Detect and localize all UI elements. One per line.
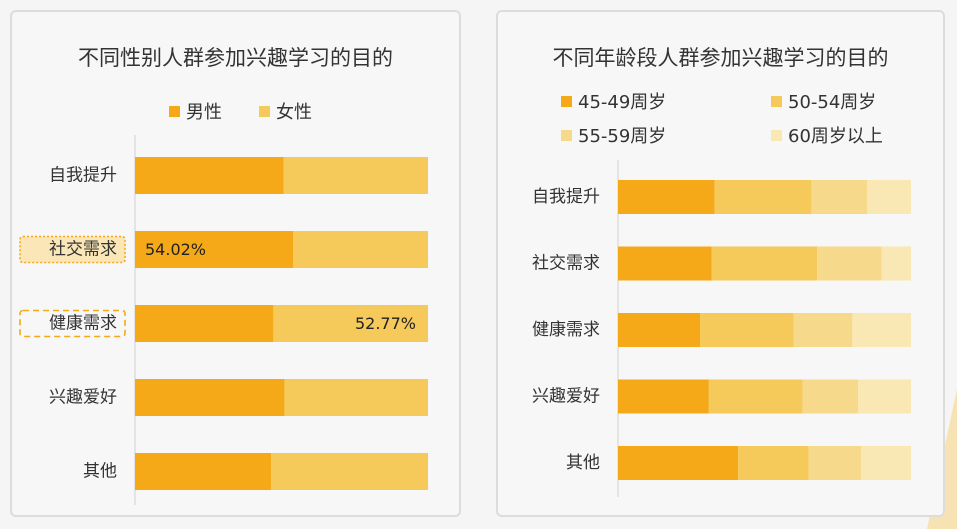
legend-item-55-59: 55-59周岁 [561,122,666,148]
bar-segment-健康需求-男性 [135,305,274,342]
bar-segment-其他-55-59周岁 [808,446,862,480]
legend-swatch-50-54 [771,95,782,107]
bar-segment-其他-45-49周岁 [618,446,739,480]
age-legend: 45-49周岁 50-54周岁 55-59周岁 60周岁以上 [498,88,943,148]
bar-segment-其他-50-54周岁 [738,446,809,480]
bar-segment-其他-60周岁以上 [861,446,911,480]
bar-segment-自我提升-45-49周岁 [618,180,715,214]
legend-label-60-plus: 60周岁以上 [788,126,883,147]
category-label-健康需求: 健康需求 [532,320,600,340]
data-label-社交需求-男性: 54.02% [145,240,206,259]
bar-segment-健康需求-60周岁以上 [852,313,911,347]
bar-segment-自我提升-60周岁以上 [867,180,911,214]
legend-item-45-49: 45-49周岁 [561,88,666,114]
bar-segment-兴趣爱好-60周岁以上 [858,379,911,414]
legend-item-60-plus: 60周岁以上 [771,122,883,148]
bar-segment-自我提升-55-59周岁 [811,180,868,214]
legend-label-50-54: 50-54周岁 [788,92,877,113]
legend-item-male: 男性 [169,98,222,124]
bar-segment-社交需求-50-54周岁 [711,246,818,281]
legend-swatch-55-59 [561,129,572,141]
age-chart-title: 不同年龄段人群参加兴趣学习的目的 [552,46,889,70]
category-label-兴趣爱好: 兴趣爱好 [532,387,600,407]
category-label-健康需求: 健康需求 [49,314,117,334]
legend-item-50-54: 50-54周岁 [771,88,876,114]
data-label-健康需求-女性: 52.77% [355,314,416,333]
bar-segment-自我提升-男性 [135,157,284,194]
legend-label-45-49: 45-49周岁 [578,92,667,113]
legend-label-female: 女性 [276,102,312,123]
bar-segment-健康需求-女性 [273,305,428,342]
legend-label-male: 男性 [186,102,222,123]
bar-segment-社交需求-60周岁以上 [881,246,911,281]
category-highlight-box [19,309,126,338]
category-label-其他: 其他 [566,453,600,473]
age-plot: 自我提升社交需求健康需求兴趣爱好其他 [498,160,943,505]
gender-chart-panel: 不同性别人群参加兴趣学习的目的 男性 女性 自我提升社交需求 54.02% 健康需求… [10,10,461,517]
bar-segment-社交需求-男性 [135,231,294,268]
category-highlight-box [19,235,126,264]
bar-segment-兴趣爱好-女性 [284,379,428,416]
legend-swatch-45-49 [561,95,572,107]
gender-chart-title: 不同性别人群参加兴趣学习的目的 [78,46,393,70]
bar-segment-健康需求-50-54周岁 [700,313,794,347]
bar-segment-其他-女性 [271,453,428,490]
bar-segment-兴趣爱好-45-49周岁 [618,379,709,414]
legend-item-female: 女性 [259,98,312,124]
bar-segment-自我提升-女性 [283,157,428,194]
bar-segment-社交需求-女性 [293,231,428,268]
gender-plot: 自我提升社交需求 54.02% 健康需求 52.77% 兴趣爱好其他 [12,135,459,505]
bar-segment-兴趣爱好-男性 [135,379,285,416]
category-label-兴趣爱好: 兴趣爱好 [49,388,117,408]
legend-swatch-female [259,105,270,117]
bar-segment-兴趣爱好-55-59周岁 [802,379,859,414]
age-chart-panel: 不同年龄段人群参加兴趣学习的目的 45-49周岁 50-54周岁 55-59周岁… [496,10,945,517]
bar-segment-社交需求-45-49周岁 [618,246,712,281]
bar-segment-其他-男性 [135,453,272,490]
category-label-社交需求: 社交需求 [532,254,600,274]
bar-segment-兴趣爱好-50-54周岁 [708,379,803,414]
category-label-社交需求: 社交需求 [49,240,117,260]
legend-swatch-60-plus [771,129,782,141]
bar-segment-健康需求-55-59周岁 [793,313,853,347]
bar-segment-社交需求-55-59周岁 [817,246,882,281]
legend-swatch-male [169,105,180,117]
bar-segment-健康需求-45-49周岁 [618,313,701,347]
category-label-自我提升: 自我提升 [49,166,117,186]
category-label-其他: 其他 [83,462,117,482]
bar-segment-自我提升-50-54周岁 [714,180,812,214]
legend-label-55-59: 55-59周岁 [578,126,667,147]
category-label-自我提升: 自我提升 [532,187,600,207]
